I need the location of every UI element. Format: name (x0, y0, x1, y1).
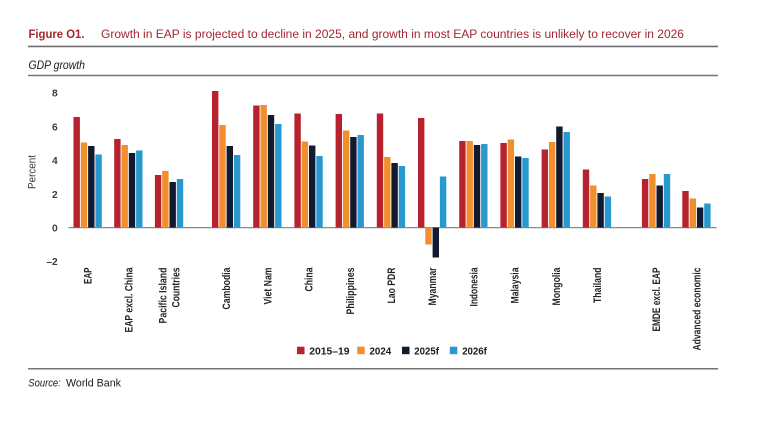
svg-text:Viet Nam: Viet Nam (262, 268, 274, 305)
svg-text:4: 4 (52, 156, 58, 167)
svg-text:Indonesia: Indonesia (468, 267, 480, 306)
svg-text:Lao PDR: Lao PDR (386, 267, 398, 303)
svg-text:Figure O1.: Figure O1. (29, 27, 85, 41)
svg-text:–2: –2 (46, 257, 58, 268)
svg-text:Thailand: Thailand (592, 268, 604, 304)
svg-text:2015–19: 2015–19 (309, 346, 349, 357)
svg-text:Myanmar: Myanmar (427, 268, 439, 306)
svg-text:Philippines: Philippines (345, 267, 357, 314)
svg-text:2024: 2024 (370, 346, 392, 357)
svg-text:Pacific Island: Pacific Island (157, 268, 169, 324)
svg-text:GDP growth: GDP growth (29, 58, 86, 72)
svg-text:6: 6 (52, 122, 58, 133)
svg-text:2025f: 2025f (414, 346, 439, 357)
svg-text:2026f: 2026f (462, 346, 487, 357)
svg-text:0: 0 (52, 224, 58, 235)
svg-text:China: China (304, 267, 316, 291)
svg-text:2: 2 (52, 190, 58, 201)
svg-text:Cambodia: Cambodia (221, 267, 233, 309)
svg-text:EAP excl. China: EAP excl. China (123, 267, 135, 332)
svg-text:Advanced economic: Advanced economic (691, 267, 703, 350)
svg-text:World Bank: World Bank (66, 377, 121, 389)
svg-text:Countries: Countries (171, 267, 183, 307)
svg-text:Growth in EAP is projected to: Growth in EAP is projected to decline in… (101, 27, 684, 41)
svg-text:EAP: EAP (83, 268, 95, 285)
svg-text:Source:: Source: (28, 377, 61, 389)
svg-text:Percent: Percent (27, 155, 39, 189)
svg-text:Malaysia: Malaysia (510, 267, 522, 303)
svg-text:Mongolia: Mongolia (551, 267, 563, 305)
svg-text:8: 8 (52, 89, 58, 100)
svg-text:EMDE excl. EAP: EMDE excl. EAP (651, 268, 663, 332)
